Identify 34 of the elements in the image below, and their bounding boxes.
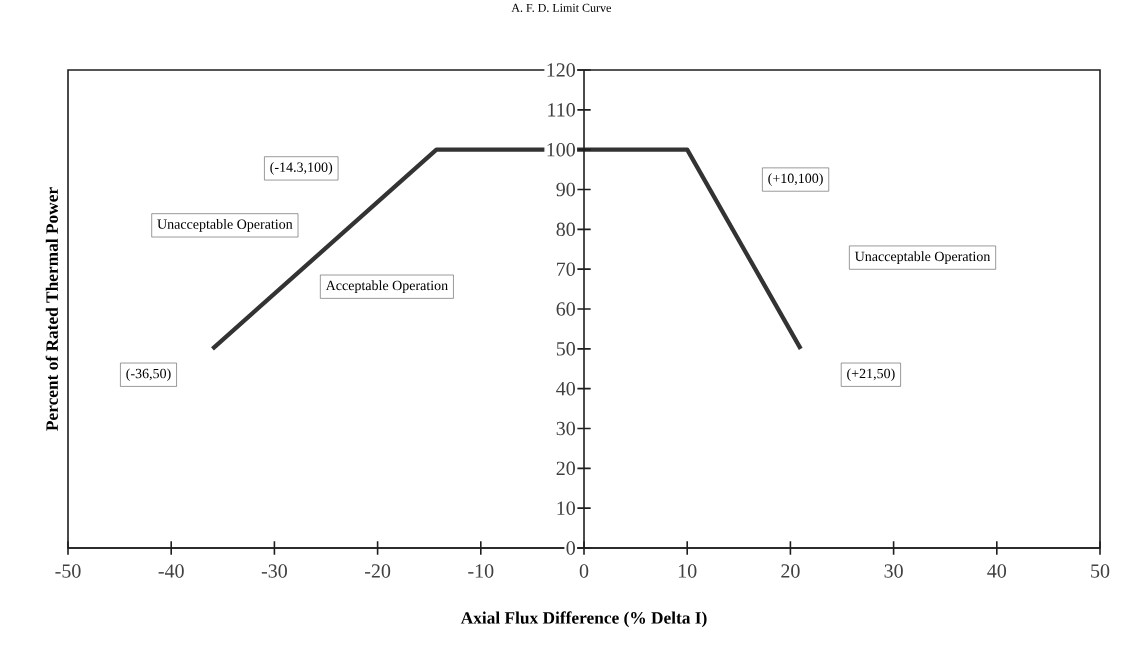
y-tick-label: 30 bbox=[556, 421, 575, 436]
annotation: Unacceptable Operation bbox=[157, 219, 293, 232]
x-tick-label: 50 bbox=[1091, 564, 1110, 578]
chart-title: A. F. D. Limit Curve bbox=[511, 3, 611, 12]
x-tick-label: 30 bbox=[884, 564, 903, 578]
y-tick-label: 80 bbox=[556, 222, 575, 237]
x-tick-label: 10 bbox=[678, 564, 697, 578]
x-tick-label: 0 bbox=[579, 564, 589, 578]
y-tick-label: 0 bbox=[566, 541, 575, 555]
annotation: (-36,50) bbox=[126, 368, 171, 382]
y-tick-label: 120 bbox=[547, 63, 575, 77]
y-tick-label: 40 bbox=[556, 381, 575, 396]
y-tick-label: 60 bbox=[556, 302, 575, 316]
x-tick-label: 20 bbox=[781, 564, 800, 578]
y-tick-label: 70 bbox=[557, 262, 575, 276]
x-tick-label: -20 bbox=[365, 564, 391, 578]
x-tick-label: -10 bbox=[468, 564, 494, 578]
annotation: (-14.3,100) bbox=[270, 162, 333, 175]
annotation: (+10,100) bbox=[768, 173, 823, 186]
x-axis-title: Axial Flux Difference (% Delta I) bbox=[460, 611, 707, 628]
x-tick-label: -30 bbox=[261, 564, 287, 578]
x-tick-label: -50 bbox=[55, 564, 81, 578]
annotation: Acceptable Operation bbox=[325, 280, 448, 294]
y-axis-title: Percent of Rated Thermal Power bbox=[45, 187, 58, 431]
annotation: Unacceptable Operation bbox=[854, 251, 991, 264]
x-tick-label: -40 bbox=[158, 564, 184, 578]
annotation: (+21,50) bbox=[847, 368, 895, 382]
y-tick-label: 90 bbox=[556, 182, 575, 197]
y-tick-label: 10 bbox=[557, 501, 575, 515]
y-tick-label: 20 bbox=[556, 461, 575, 476]
y-tick-label: 50 bbox=[556, 342, 575, 356]
y-tick-label: 100 bbox=[547, 142, 575, 157]
x-tick-label: 40 bbox=[987, 564, 1007, 578]
y-tick-label: 110 bbox=[548, 103, 575, 117]
